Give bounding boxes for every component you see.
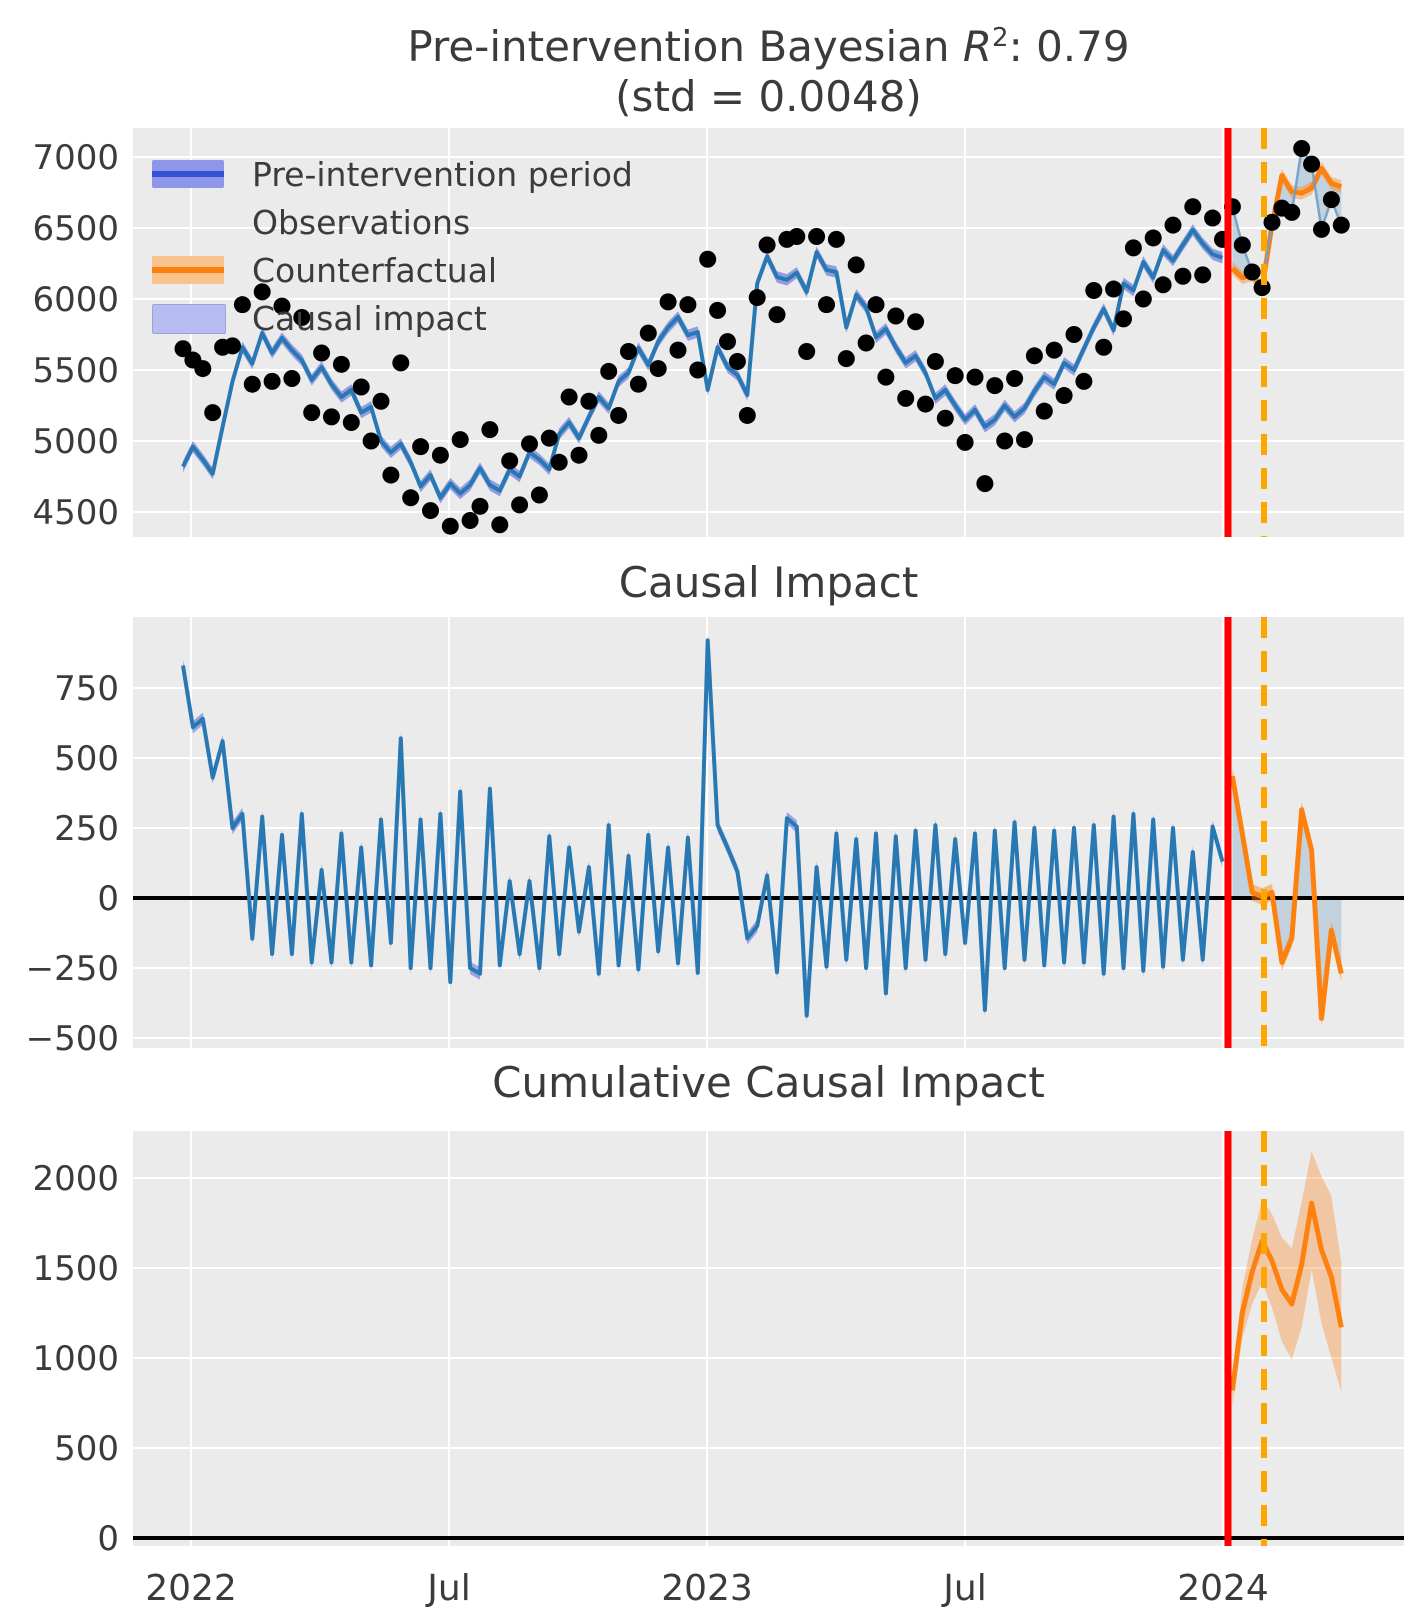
legend-item-pre-intervention: Pre-intervention period bbox=[152, 150, 633, 198]
bottom-panel: 2000 1500 1000 500 0 bbox=[32, 1131, 1404, 1559]
pointwise-impact-line-post bbox=[1229, 775, 1344, 1021]
counterfactual-band bbox=[1232, 162, 1342, 295]
y-tick-label: −500 bbox=[26, 1019, 119, 1059]
y-tick-label: 0 bbox=[97, 1519, 119, 1559]
legend-item-counterfactual: Counterfactual bbox=[152, 246, 633, 294]
legend-label-observations: Observations bbox=[252, 202, 471, 242]
pre-intervention-band-swatch bbox=[152, 160, 224, 188]
legend-item-causal-impact: Causal impact bbox=[152, 294, 633, 342]
x-tick-label: 2024 bbox=[1177, 1568, 1269, 1609]
middle-chart-title: Causal Impact bbox=[618, 558, 919, 607]
y-tick-label: 1500 bbox=[32, 1249, 119, 1289]
r-squared-symbol: R bbox=[962, 22, 993, 71]
x-axis-tick-labels: 2022 Jul 2023 Jul 2024 bbox=[145, 1568, 1269, 1609]
cumulative-impact-line bbox=[1229, 1200, 1344, 1391]
y-tick-label: 1000 bbox=[32, 1339, 119, 1379]
y-tick-label: 7000 bbox=[32, 138, 119, 178]
y-tick-label: 6500 bbox=[32, 209, 119, 249]
y-tick-label: 5000 bbox=[32, 422, 119, 462]
y-tick-label: 2000 bbox=[32, 1159, 119, 1199]
counterfactual-band-swatch bbox=[152, 256, 224, 284]
y-tick-label: 4500 bbox=[32, 493, 119, 533]
bottom-chart-title: Cumulative Causal Impact bbox=[492, 1058, 1045, 1107]
y-tick-label: 0 bbox=[97, 879, 119, 919]
legend: Pre-intervention period Observations Cou… bbox=[152, 150, 633, 342]
top-chart-title: Pre-intervention Bayesian R2: 0.79 (std … bbox=[133, 22, 1404, 121]
y-tick-label: 6000 bbox=[32, 280, 119, 320]
pre-intervention-line bbox=[181, 228, 1224, 500]
legend-label-counterfactual: Counterfactual bbox=[252, 250, 498, 290]
legend-item-observations: Observations bbox=[152, 198, 633, 246]
top-title-line2: (std = 0.0048) bbox=[615, 71, 922, 121]
middle-panel: 750 500 250 0 −250 −500 bbox=[26, 617, 1404, 1059]
x-tick-label: Jul bbox=[425, 1568, 470, 1609]
observations-dot-swatch bbox=[152, 208, 224, 236]
observation-dots bbox=[174, 139, 1350, 535]
pointwise-impact-band-post bbox=[1232, 767, 1342, 1027]
x-tick-label: 2023 bbox=[661, 1568, 753, 1609]
causal-impact-fill bbox=[1232, 148, 1342, 289]
top-panel: 7000 6500 6000 5500 5000 4500 bbox=[32, 128, 1404, 537]
y-tick-label: 500 bbox=[54, 739, 119, 779]
y-tick-label: 250 bbox=[54, 809, 119, 849]
x-tick-label: Jul bbox=[941, 1568, 986, 1609]
legend-label-pre-intervention: Pre-intervention period bbox=[252, 154, 633, 194]
y-tick-label: 500 bbox=[54, 1429, 119, 1469]
x-tick-label: 2022 bbox=[145, 1568, 237, 1609]
y-tick-label: 5500 bbox=[32, 351, 119, 391]
causal-impact-patch-swatch bbox=[152, 304, 226, 334]
top-title-line1: Pre-intervention Bayesian R2: 0.79 bbox=[407, 22, 1130, 71]
pointwise-impact-line-pre bbox=[181, 638, 1225, 1018]
legend-label-causal-impact: Causal impact bbox=[252, 298, 487, 338]
y-tick-label: −250 bbox=[26, 949, 119, 989]
y-tick-label: 750 bbox=[54, 669, 119, 709]
